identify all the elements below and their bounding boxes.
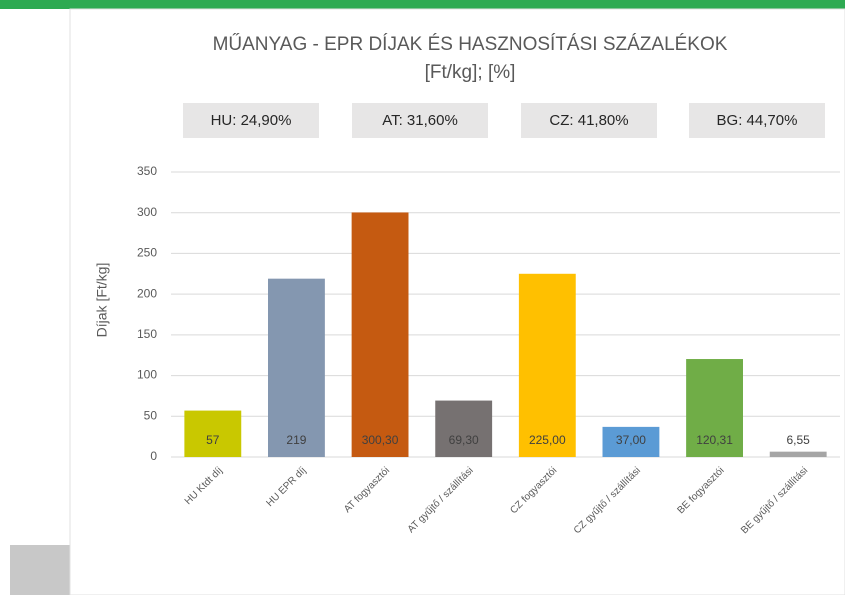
annotation: BG: 44,70% <box>717 112 798 129</box>
chart-area <box>69 8 845 596</box>
y-tick-label: 50 <box>144 408 158 422</box>
annotation-box <box>689 103 825 138</box>
data-label: 69,30 <box>449 433 479 447</box>
side-thumb <box>10 545 70 595</box>
data-label: 300,30 <box>362 433 399 447</box>
data-label: 225,00 <box>529 433 566 447</box>
annotation: HU: 24,90% <box>211 112 292 129</box>
y-axis-label: Díjak [Ft/kg] <box>94 263 110 338</box>
annotation-box <box>183 103 319 138</box>
annotation-box <box>352 103 488 138</box>
top-bar <box>0 0 845 9</box>
y-tick-label: 0 <box>150 449 157 463</box>
y-tick-label: 150 <box>137 327 157 341</box>
bar <box>184 410 242 457</box>
y-tick-label: 350 <box>137 164 157 178</box>
annotation-box <box>521 103 657 138</box>
y-tick-label: 250 <box>137 246 157 260</box>
data-label: 57 <box>206 433 220 447</box>
data-label: 120,31 <box>696 433 733 447</box>
y-tick-label: 200 <box>137 286 157 300</box>
bar <box>435 400 493 457</box>
annotation: AT: 31,60% <box>382 112 458 129</box>
chart-subtitle: [Ft/kg]; [%] <box>425 62 516 83</box>
chart-title: MŰANYAG - EPR DÍJAK ÉS HASZNOSÍTÁSI SZÁZ… <box>213 33 728 55</box>
data-label: 219 <box>286 433 306 447</box>
bar <box>268 278 325 457</box>
side-panel <box>0 9 70 595</box>
bar <box>602 426 660 457</box>
bar <box>518 273 576 457</box>
bar <box>351 212 409 457</box>
annotation: CZ: 41,80% <box>549 112 628 129</box>
y-tick-label: 300 <box>137 205 157 219</box>
bar <box>769 451 827 457</box>
y-tick-label: 100 <box>137 368 157 382</box>
bar <box>686 359 743 457</box>
data-label: 37,00 <box>616 433 646 447</box>
data-label: 6,55 <box>787 433 811 447</box>
